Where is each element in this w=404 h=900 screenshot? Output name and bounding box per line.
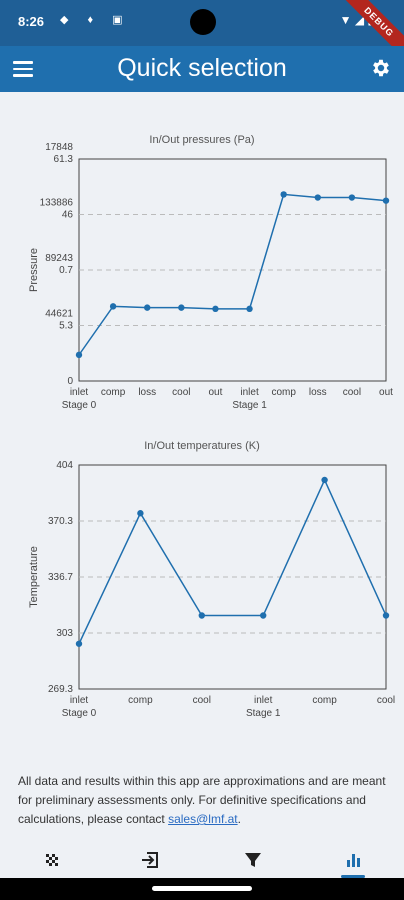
stage-label: Stage 1	[246, 708, 281, 719]
stage-label: Stage 1	[232, 400, 267, 411]
y-tick-label: 303	[56, 628, 73, 639]
x-tick-label: loss	[309, 387, 327, 398]
x-tick-label: comp	[101, 387, 126, 398]
gesture-bar	[0, 878, 404, 900]
gear-icon[interactable]	[370, 57, 392, 79]
data-point[interactable]	[109, 303, 117, 310]
notification-icons: ◆ ♦ ▣	[60, 14, 131, 26]
app-bar: Quick selection	[0, 46, 404, 92]
x-tick-label: inlet	[70, 695, 89, 706]
disclaimer-body: All data and results within this app are…	[18, 774, 386, 826]
filter-icon[interactable]	[241, 848, 265, 872]
disclaimer-text: All data and results within this app are…	[18, 772, 388, 829]
data-point[interactable]	[321, 476, 328, 484]
series-line	[78, 193, 387, 356]
status-bar: 8:26 ◆ ♦ ▣ ▼ ◢ ▮ DEBUG	[0, 0, 404, 67]
x-tick-label: inlet	[70, 387, 89, 398]
y-tick-label: 46	[62, 210, 74, 221]
stage-label: Stage 0	[62, 708, 97, 719]
temperature-chart: In/Out temperatures (K) 269.3 303 336.7 370…	[0, 436, 404, 726]
checkered-flag-icon[interactable]	[40, 848, 64, 872]
y-tick-label: 133886	[40, 198, 74, 209]
x-tick-label: comp	[312, 695, 337, 706]
content: In/Out pressures (Pa) 0 44621 5.3 89243 0.7 1…	[0, 92, 404, 842]
chart-title: In/Out temperatures (K)	[144, 440, 260, 452]
data-point[interactable]	[260, 612, 267, 619]
data-point[interactable]	[198, 612, 205, 619]
data-point[interactable]	[314, 194, 321, 201]
chart-title: In/Out pressures (Pa)	[149, 134, 255, 146]
pressure-chart: In/Out pressures (Pa) 0 44621 5.3 89243 0.7 1…	[0, 130, 404, 420]
y-tick-label: 5.3	[59, 321, 73, 332]
y-tick-label: 89243	[45, 253, 73, 264]
temperature-chart-svg: 269.3 303 336.7 370.3 404 Temperature inlet com…	[28, 460, 395, 719]
y-tick-label: 269.3	[48, 684, 73, 695]
data-point[interactable]	[212, 305, 219, 313]
sales-email-link[interactable]: sales@lmf.at	[168, 812, 238, 826]
bar-chart-icon[interactable]	[341, 848, 365, 872]
x-tick-label: out	[379, 387, 393, 398]
login-icon[interactable]	[138, 848, 162, 872]
stage-label: Stage 0	[62, 400, 97, 411]
data-point[interactable]	[137, 510, 144, 517]
y-tick-label: 0.7	[59, 265, 73, 276]
y-tick-label: 17848	[45, 142, 73, 153]
x-tick-label: cool	[377, 695, 395, 706]
menu-icon[interactable]	[13, 61, 33, 77]
y-tick-label: 44621	[45, 309, 73, 320]
bottom-nav	[0, 842, 404, 878]
x-tick-label: inlet	[254, 695, 273, 706]
data-point[interactable]	[178, 304, 185, 311]
x-tick-label: cool	[172, 387, 190, 398]
x-tick-label: inlet	[240, 387, 259, 398]
camera-cutout	[190, 9, 216, 35]
data-point[interactable]	[246, 305, 253, 313]
x-tick-label: loss	[138, 387, 156, 398]
x-tick-label: comp	[128, 695, 153, 706]
x-tick-label: cool	[193, 695, 211, 706]
data-point[interactable]	[75, 640, 83, 647]
data-point[interactable]	[348, 194, 356, 201]
home-gesture-pill[interactable]	[152, 886, 252, 891]
active-tab-indicator	[341, 875, 365, 878]
data-point[interactable]	[382, 197, 390, 204]
data-point[interactable]	[382, 612, 390, 619]
y-tick-label: 0	[67, 376, 73, 387]
disclaimer-suffix: .	[237, 812, 241, 826]
y-tick-label: 370.3	[48, 516, 73, 527]
page-title: Quick selection	[117, 54, 287, 82]
y-tick-label: 404	[56, 460, 73, 471]
series-line	[78, 478, 387, 645]
x-tick-label: comp	[271, 387, 296, 398]
data-point[interactable]	[144, 304, 151, 311]
y-tick-label: 61.3	[54, 154, 74, 165]
status-time: 8:26	[18, 14, 45, 29]
y-axis-label: Pressure	[28, 248, 40, 292]
y-tick-label: 336.7	[48, 572, 73, 583]
x-tick-label: cool	[343, 387, 361, 398]
x-tick-label: out	[208, 387, 222, 398]
y-axis-label: Temperature	[28, 546, 40, 608]
data-point[interactable]	[75, 351, 83, 359]
data-point[interactable]	[280, 191, 287, 198]
